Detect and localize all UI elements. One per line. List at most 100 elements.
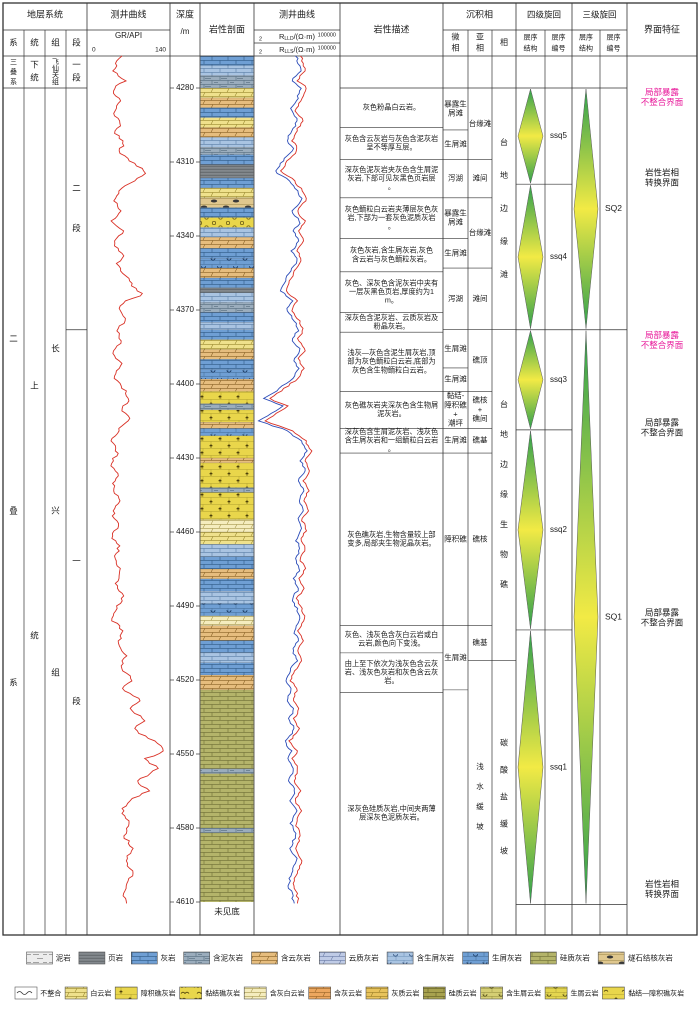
- svg-text:灰色鲕粒白云岩夹薄层灰色灰: 灰色鲕粒白云岩夹薄层灰色灰: [345, 204, 438, 213]
- svg-text:上: 上: [30, 380, 39, 390]
- table-grid: [2, 2, 698, 936]
- svg-text:盐: 盐: [500, 791, 508, 801]
- legend-swatch-cld: [251, 951, 278, 965]
- svg-text:缘: 缘: [500, 236, 508, 246]
- svg-text:障积礁灰岩: 障积礁灰岩: [141, 988, 176, 997]
- svg-text:含灰白云岩: 含灰白云岩: [270, 988, 305, 997]
- svg-text:地: 地: [500, 170, 508, 180]
- svg-text:台: 台: [500, 137, 508, 147]
- svg-text:含泥灰岩: 含泥灰岩: [213, 952, 243, 962]
- svg-text:岩,下部为一套灰色泥质灰岩: 岩,下部为一套灰色泥质灰岩: [347, 213, 435, 222]
- svg-text:统: 统: [30, 73, 39, 83]
- svg-text:坡: 坡: [500, 845, 508, 855]
- legend-swatch-mud: [26, 951, 53, 965]
- svg-text:礁顶: 礁顶: [473, 355, 488, 365]
- depth-axis: 4280 4310 4340 4370 4400 4430 4460 4490 4520 4550…: [170, 83, 240, 916]
- svg-text:二: 二: [9, 333, 18, 343]
- svg-text:叠: 叠: [10, 68, 17, 76]
- svg-text:呈不等厚互层。: 呈不等厚互层。: [366, 143, 416, 152]
- svg-text:界面特征: 界面特征: [644, 23, 680, 34]
- svg-text:段: 段: [72, 73, 81, 83]
- svg-text:下: 下: [30, 60, 39, 70]
- svg-text:含灰云岩: 含灰云岩: [334, 988, 362, 997]
- svg-text:生屑云岩: 生屑云岩: [571, 988, 599, 997]
- legend-swatch-dol: [64, 986, 88, 1000]
- third-order-cycles: SQ2 SQ1: [572, 88, 627, 905]
- svg-text:段: 段: [72, 223, 81, 233]
- svg-text:+: +: [453, 409, 458, 418]
- svg-text:不整合界面: 不整合界面: [641, 340, 684, 350]
- svg-text:一: 一: [72, 60, 81, 70]
- svg-text:系: 系: [10, 77, 17, 86]
- svg-text:局部暴露: 局部暴露: [645, 418, 680, 428]
- svg-text:生屑滩: 生屑滩: [444, 374, 467, 384]
- svg-text:层序: 层序: [552, 32, 566, 41]
- svg-text:m。: m。: [385, 296, 398, 305]
- svg-text:灰岩: 灰岩: [161, 952, 176, 962]
- legend-swatch-chert: [597, 951, 625, 965]
- svg-text:灰岩,下部可见灰黑色页岩层: 灰岩,下部可见灰黑色页岩层: [347, 174, 435, 183]
- svg-text:不整合界面: 不整合界面: [641, 428, 684, 438]
- svg-text:岩性岩相: 岩性岩相: [645, 167, 679, 177]
- svg-text:礁核: 礁核: [473, 533, 488, 543]
- svg-text:滩: 滩: [500, 269, 508, 279]
- svg-text:二: 二: [72, 183, 81, 193]
- svg-text:礁间: 礁间: [473, 413, 488, 423]
- legend-swatch-gorg: [365, 986, 389, 1000]
- legend-swatch-bind: [179, 986, 202, 1000]
- rlls-curve: [257, 55, 308, 904]
- svg-text:系: 系: [9, 37, 18, 47]
- svg-text:编号: 编号: [607, 43, 621, 52]
- lithology-column: [200, 55, 254, 902]
- svg-text:ssq5: ssq5: [550, 131, 567, 140]
- svg-text:岩。: 岩。: [384, 676, 398, 685]
- svg-text:白云岩: 白云岩: [90, 988, 111, 997]
- svg-text:缓: 缓: [500, 818, 508, 828]
- svg-text:2: 2: [259, 36, 262, 42]
- svg-text:泥岩: 泥岩: [56, 952, 71, 962]
- svg-text:滩间: 滩间: [473, 173, 488, 183]
- legend-swatch-dolc: [243, 986, 267, 1000]
- legend-swatch-org: [308, 986, 332, 1000]
- svg-text:暴露生: 暴露生: [444, 98, 467, 108]
- svg-text:4550: 4550: [176, 749, 194, 758]
- svg-text:4490: 4490: [176, 601, 194, 610]
- svg-text:礁基: 礁基: [473, 637, 488, 647]
- svg-text:坡: 坡: [476, 821, 484, 831]
- svg-text:深灰色含泥灰岩、云质灰岩及: 深灰色含泥灰岩、云质灰岩及: [345, 313, 438, 322]
- svg-text:ssq2: ssq2: [550, 525, 567, 534]
- svg-text:滩间: 滩间: [473, 293, 488, 303]
- svg-text:层深灰色泥质灰岩。: 层深灰色泥质灰岩。: [359, 812, 424, 821]
- svg-text:ssq3: ssq3: [550, 375, 567, 384]
- svg-text:泻湖: 泻湖: [448, 294, 463, 303]
- legend-swatch-mix: [602, 986, 625, 1000]
- svg-text:微: 微: [452, 32, 460, 42]
- svg-text:组: 组: [51, 37, 60, 47]
- svg-text:潮坪: 潮坪: [448, 418, 463, 428]
- svg-text:统: 统: [30, 630, 39, 640]
- svg-text:灰色含生物鲕粒白云岩。: 灰色含生物鲕粒白云岩。: [352, 365, 431, 374]
- svg-text:生屑滩: 生屑滩: [444, 435, 467, 445]
- svg-text:4370: 4370: [176, 305, 194, 314]
- svg-text:生: 生: [500, 519, 508, 529]
- svg-text:SQ2: SQ2: [605, 203, 622, 213]
- svg-text:灰色、深灰色含泥灰岩中夹有: 灰色、深灰色含泥灰岩中夹有: [345, 278, 438, 287]
- svg-text:硅质灰岩: 硅质灰岩: [560, 952, 590, 962]
- svg-text:燧石结核灰岩: 燧石结核灰岩: [628, 952, 673, 962]
- svg-text:浅灰—灰色含泥生屑灰岩,顶: 浅灰—灰色含泥生屑灰岩,顶: [347, 348, 435, 357]
- svg-text:层序: 层序: [607, 32, 621, 41]
- svg-text:。: 。: [388, 182, 395, 191]
- svg-text:障积礁: 障积礁: [444, 399, 467, 409]
- svg-text:三级旋回: 三级旋回: [582, 9, 616, 19]
- svg-text:不整合界面: 不整合界面: [641, 618, 684, 628]
- legend-swatch-biodol: [480, 986, 503, 1000]
- svg-text:礁核: 礁核: [473, 395, 488, 405]
- svg-text:亚: 亚: [476, 33, 484, 42]
- svg-text:测井曲线: 测井曲线: [110, 8, 146, 19]
- svg-text:未见底: 未见底: [214, 906, 240, 916]
- svg-text:/m: /m: [181, 27, 190, 36]
- svg-text:仙: 仙: [52, 63, 59, 72]
- svg-text:相: 相: [476, 43, 484, 53]
